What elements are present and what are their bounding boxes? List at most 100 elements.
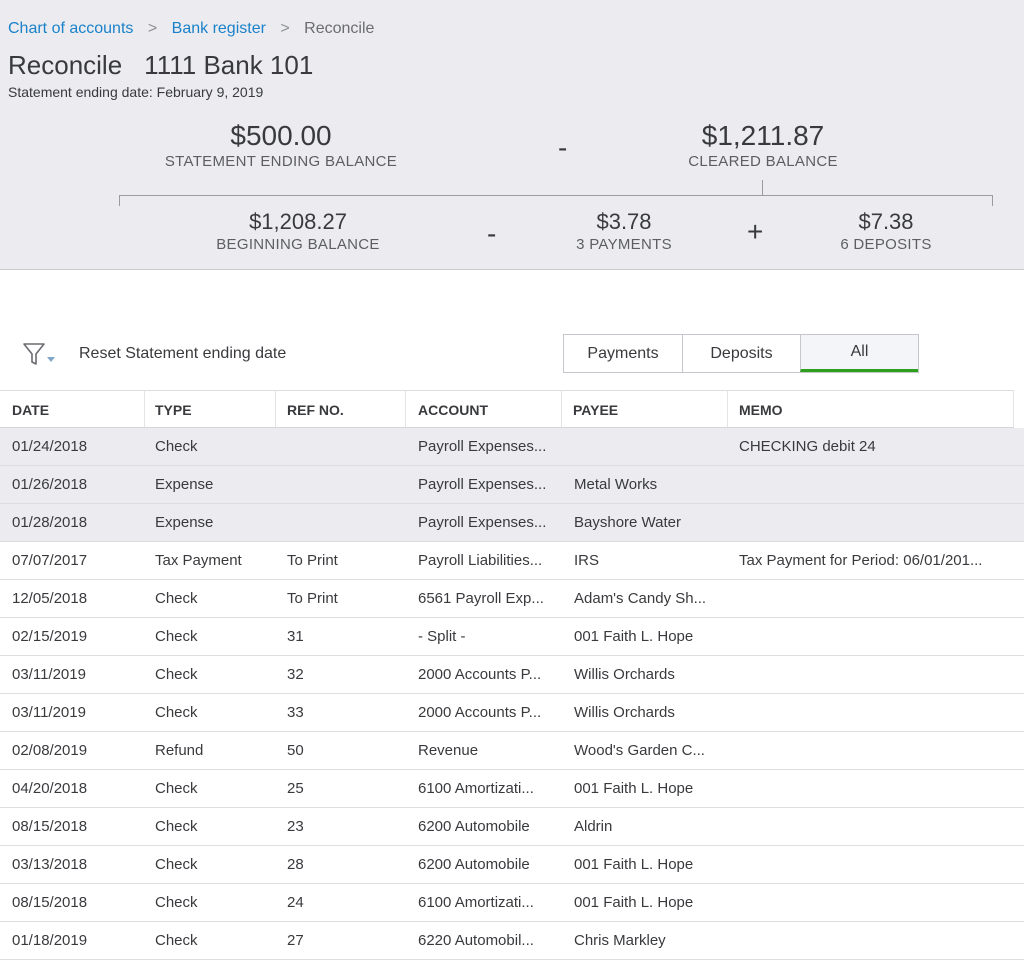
cell-date: 08/15/2018 xyxy=(12,818,88,835)
cell-payee: 001 Faith L. Hope xyxy=(574,780,694,797)
cell-payee: Aldrin xyxy=(574,818,613,835)
cell-ref-no: 31 xyxy=(287,628,304,645)
cell-ref-no: To Print xyxy=(287,590,338,607)
tab-payments[interactable]: Payments xyxy=(587,345,659,362)
table-row[interactable]: 08/15/2018 Check 23 6200 Automobile Aldrin xyxy=(0,808,1024,846)
column-divider xyxy=(727,391,728,427)
column-header-date[interactable]: DATE xyxy=(12,402,50,418)
cell-type: Tax Payment xyxy=(155,552,242,569)
tab-all[interactable]: All xyxy=(800,335,918,372)
table-row[interactable]: 02/15/2019 Check 31 - Split - 001 Faith L. H… xyxy=(0,618,1024,656)
cell-memo: Tax Payment for Period: 06/01/201... xyxy=(739,552,983,569)
column-header-memo[interactable]: MEMO xyxy=(739,402,783,418)
statement-ending-date: Statement ending date: February 9, 2019 xyxy=(8,84,264,100)
cell-ref-no: 25 xyxy=(287,780,304,797)
cell-type: Check xyxy=(155,438,198,455)
cell-type: Check xyxy=(155,780,198,797)
cell-account: Payroll Expenses... xyxy=(418,438,547,455)
cell-account: 6100 Amortizati... xyxy=(418,780,534,797)
beginning-balance: $1,208.27 BEGINNING BALANCE xyxy=(200,209,396,255)
cell-type: Check xyxy=(155,932,198,949)
table-row[interactable]: 03/13/2018 Check 28 6200 Automobile 001 Fait… xyxy=(0,846,1024,884)
cell-payee: Wood's Garden C... xyxy=(574,742,705,759)
cell-account: Payroll Expenses... xyxy=(418,514,547,531)
cell-date: 01/18/2019 xyxy=(12,932,88,949)
statement-ending-balance: $500.00 STATEMENT ENDING BALANCE xyxy=(158,120,404,172)
cell-type: Check xyxy=(155,666,198,683)
page-title-label: Reconcile xyxy=(8,50,123,80)
table-row[interactable]: 03/11/2019 Check 32 2000 Accounts P... Willi… xyxy=(0,656,1024,694)
cell-memo xyxy=(739,618,1001,655)
cell-ref-no: 24 xyxy=(287,894,304,911)
cell-account: Payroll Expenses... xyxy=(418,476,547,493)
beginning-balance-label: BEGINNING BALANCE xyxy=(216,236,380,253)
cell-type: Check xyxy=(155,628,198,645)
cell-account: 2000 Accounts P... xyxy=(418,666,542,683)
breadcrumb: Chart of accounts > Bank register > Reco… xyxy=(8,20,374,38)
cell-memo xyxy=(739,846,1001,883)
cell-memo xyxy=(739,656,1001,693)
breadcrumb-separator: > xyxy=(147,20,158,37)
cell-ref-no: 23 xyxy=(287,818,304,835)
cell-memo xyxy=(739,504,1001,541)
column-header-type[interactable]: TYPE xyxy=(155,402,192,418)
cell-ref-no: 32 xyxy=(287,666,304,683)
cell-memo xyxy=(739,732,1001,769)
cell-payee: IRS xyxy=(574,552,600,569)
table-row[interactable]: 01/24/2018 Check Payroll Expenses... CHECKI… xyxy=(0,428,1024,466)
deposits-label: 6 DEPOSITS xyxy=(840,236,932,253)
cell-type: Check xyxy=(155,704,198,721)
cell-ref-no xyxy=(287,504,397,541)
table-row[interactable]: 02/08/2019 Refund 50 Revenue Wood's Garden C… xyxy=(0,732,1024,770)
payments-label: 3 PAYMENTS xyxy=(576,236,672,253)
balance-bracket-left xyxy=(119,195,120,206)
filter-icon[interactable] xyxy=(22,342,58,368)
cell-date: 03/13/2018 xyxy=(12,856,88,873)
cell-type: Refund xyxy=(155,742,204,759)
beginning-balance-amount: $1,208.27 xyxy=(249,209,347,234)
cell-account: - Split - xyxy=(418,628,466,645)
table-row[interactable]: 08/15/2018 Check 24 6100 Amortizati... 001 F… xyxy=(0,884,1024,922)
cell-payee xyxy=(574,428,720,465)
column-header-ref-no[interactable]: REF NO. xyxy=(287,402,344,418)
cell-ref-no: 50 xyxy=(287,742,304,759)
transaction-filter-tabs: Payments Deposits All xyxy=(563,334,919,373)
cell-payee: Metal Works xyxy=(574,476,658,493)
cleared-balance: $1,211.87 CLEARED BALANCE xyxy=(672,120,854,172)
cell-type: Expense xyxy=(155,514,214,531)
cell-type: Check xyxy=(155,856,198,873)
cleared-balance-label: CLEARED BALANCE xyxy=(688,153,838,170)
table-row[interactable]: 03/11/2019 Check 33 2000 Accounts P... Willi… xyxy=(0,694,1024,732)
breadcrumb-bank-register-link[interactable]: Bank register xyxy=(171,20,266,37)
column-divider xyxy=(275,391,276,427)
cell-payee: 001 Faith L. Hope xyxy=(574,856,694,873)
cell-account: 6561 Payroll Exp... xyxy=(418,590,544,607)
reset-statement-date-link[interactable]: Reset Statement ending date xyxy=(79,345,287,362)
cell-ref-no xyxy=(287,428,397,465)
balance-bracket-right xyxy=(992,195,993,206)
breadcrumb-chart-of-accounts-link[interactable]: Chart of accounts xyxy=(8,20,134,37)
tab-deposits[interactable]: Deposits xyxy=(682,335,800,372)
cell-payee: Adam's Candy Sh... xyxy=(574,590,707,607)
column-divider xyxy=(1013,391,1014,427)
cell-type: Check xyxy=(155,590,198,607)
breadcrumb-separator: > xyxy=(280,20,290,37)
column-divider xyxy=(144,391,145,427)
table-row[interactable]: 01/28/2018 Expense Payroll Expenses... Bays… xyxy=(0,504,1024,542)
cell-account: 6220 Automobil... xyxy=(418,932,534,949)
cell-payee: Willis Orchards xyxy=(574,666,675,683)
table-row[interactable]: 07/07/2017 Tax Payment To Print Payroll Lia… xyxy=(0,542,1024,580)
balance-bracket-connector xyxy=(762,180,763,195)
cell-date: 12/05/2018 xyxy=(12,590,88,607)
column-header-account[interactable]: ACCOUNT xyxy=(418,402,488,418)
cell-memo xyxy=(739,466,1001,503)
cell-date: 03/11/2019 xyxy=(12,704,86,721)
table-row[interactable]: 01/18/2019 Check 27 6220 Automobil... Chris … xyxy=(0,922,1024,960)
table-row[interactable]: 01/26/2018 Expense Payroll Expenses... Meta… xyxy=(0,466,1024,504)
cell-type: Check xyxy=(155,818,198,835)
cell-payee: Willis Orchards xyxy=(574,704,675,721)
cell-payee: Chris Markley xyxy=(574,932,666,949)
table-row[interactable]: 12/05/2018 Check To Print 6561 Payroll Exp.… xyxy=(0,580,1024,618)
column-header-payee[interactable]: PAYEE xyxy=(573,402,619,418)
table-row[interactable]: 04/20/2018 Check 25 6100 Amortizati... 001 F… xyxy=(0,770,1024,808)
